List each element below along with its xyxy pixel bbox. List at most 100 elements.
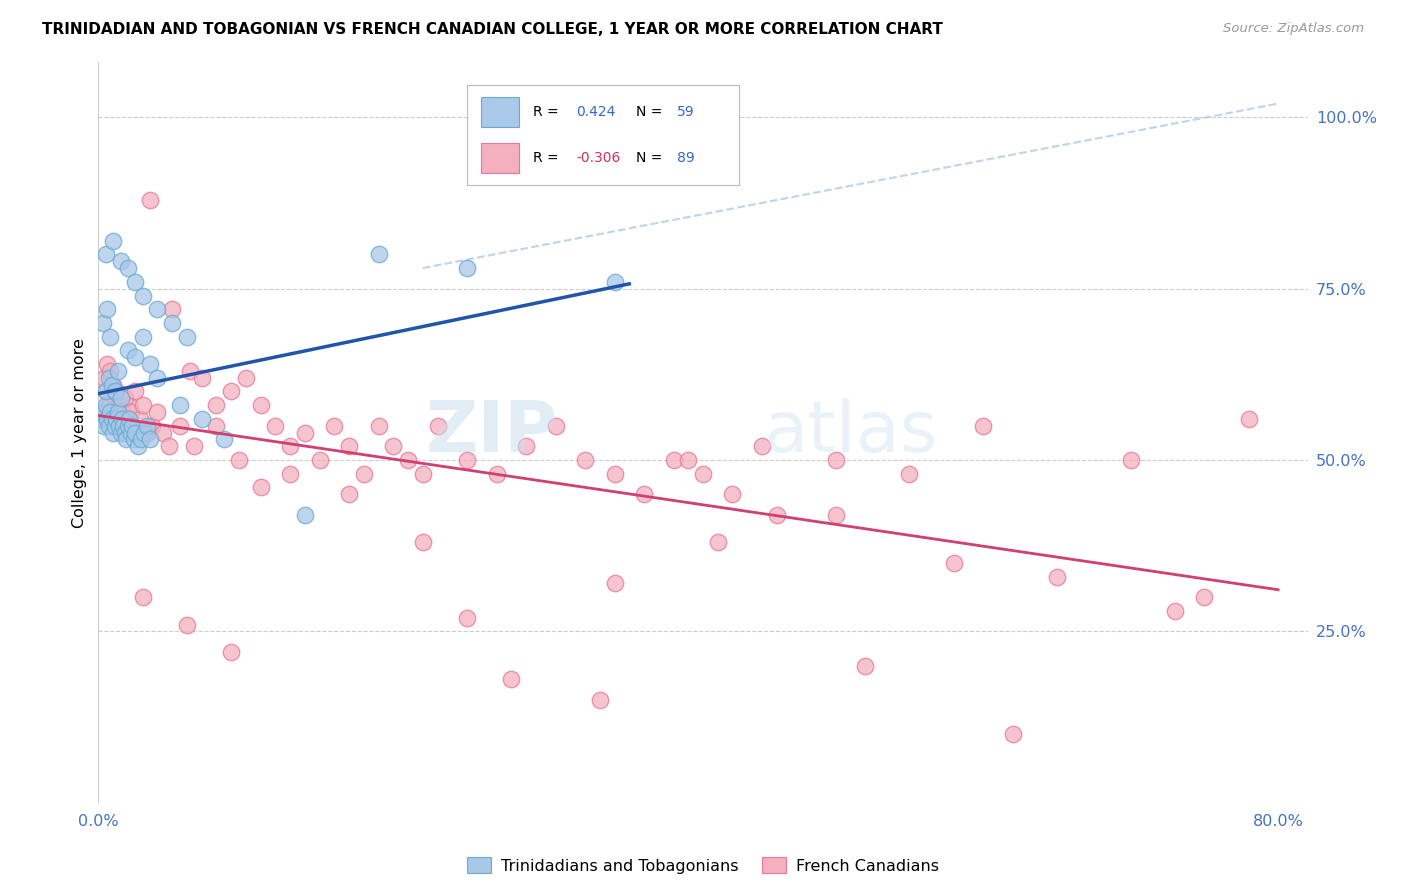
Point bbox=[97, 418, 120, 433]
Point bbox=[396, 453, 419, 467]
Point bbox=[574, 453, 596, 467]
Point bbox=[278, 439, 301, 453]
Point bbox=[112, 418, 135, 433]
Point bbox=[692, 467, 714, 481]
Point bbox=[228, 453, 250, 467]
Point bbox=[97, 398, 120, 412]
Point bbox=[107, 405, 129, 419]
Point bbox=[367, 247, 389, 261]
Point bbox=[485, 467, 508, 481]
Point bbox=[294, 425, 316, 440]
Point bbox=[131, 398, 153, 412]
Point bbox=[706, 535, 728, 549]
Text: TRINIDADIAN AND TOBAGONIAN VS FRENCH CANADIAN COLLEGE, 1 YEAR OR MORE CORRELATIO: TRINIDADIAN AND TOBAGONIAN VS FRENCH CAN… bbox=[42, 22, 943, 37]
Point bbox=[662, 453, 685, 467]
Point bbox=[205, 398, 228, 412]
Point bbox=[152, 425, 174, 440]
Point bbox=[124, 384, 146, 399]
Text: Source: ZipAtlas.com: Source: ZipAtlas.com bbox=[1223, 22, 1364, 36]
Point bbox=[94, 384, 117, 399]
Point bbox=[111, 412, 134, 426]
Point bbox=[104, 418, 127, 433]
Point bbox=[110, 418, 132, 433]
Point bbox=[1046, 569, 1069, 583]
Point bbox=[721, 487, 744, 501]
Point bbox=[294, 508, 316, 522]
Point bbox=[117, 261, 139, 276]
Point bbox=[139, 357, 162, 371]
Point bbox=[426, 418, 449, 433]
Legend: Trinidadians and Tobagonians, French Canadians: Trinidadians and Tobagonians, French Can… bbox=[461, 851, 945, 880]
Point bbox=[323, 418, 346, 433]
Point bbox=[107, 364, 129, 378]
Point bbox=[117, 418, 139, 433]
Point bbox=[104, 392, 127, 406]
Point bbox=[94, 384, 117, 399]
Point bbox=[219, 384, 242, 399]
Point bbox=[90, 412, 112, 426]
Point bbox=[898, 467, 921, 481]
Point bbox=[1119, 453, 1142, 467]
Point bbox=[278, 467, 301, 481]
Point bbox=[235, 371, 257, 385]
Point bbox=[110, 425, 132, 440]
Point bbox=[124, 425, 146, 440]
Point bbox=[337, 439, 360, 453]
Point bbox=[93, 418, 115, 433]
Point bbox=[101, 234, 124, 248]
Point bbox=[179, 364, 201, 378]
Point bbox=[603, 275, 626, 289]
Point bbox=[136, 418, 159, 433]
Point bbox=[1164, 604, 1187, 618]
Point bbox=[118, 398, 141, 412]
Point bbox=[160, 316, 183, 330]
Point bbox=[121, 418, 143, 433]
Point bbox=[131, 590, 153, 604]
Point bbox=[105, 384, 128, 399]
Point bbox=[603, 576, 626, 591]
Point bbox=[108, 418, 131, 433]
Point bbox=[249, 398, 271, 412]
Point bbox=[169, 418, 191, 433]
Point bbox=[100, 412, 122, 426]
Point bbox=[136, 425, 159, 440]
Point bbox=[308, 453, 330, 467]
Point bbox=[157, 439, 180, 453]
Point bbox=[765, 508, 787, 522]
Point bbox=[456, 453, 478, 467]
Point bbox=[367, 418, 389, 433]
Point bbox=[134, 425, 156, 440]
Point bbox=[190, 371, 212, 385]
Point bbox=[94, 398, 117, 412]
Point bbox=[853, 658, 876, 673]
Point bbox=[589, 693, 612, 707]
Point bbox=[124, 275, 146, 289]
Point bbox=[751, 439, 773, 453]
Point bbox=[117, 343, 139, 358]
Point bbox=[93, 371, 115, 385]
Point bbox=[101, 425, 124, 440]
Point bbox=[91, 405, 114, 419]
Point bbox=[176, 329, 198, 343]
Point bbox=[115, 425, 138, 440]
Point bbox=[114, 392, 136, 406]
Point bbox=[124, 350, 146, 364]
Point bbox=[91, 316, 114, 330]
Point bbox=[183, 439, 205, 453]
Point bbox=[160, 302, 183, 317]
Point bbox=[456, 261, 478, 276]
Point bbox=[139, 433, 162, 447]
Text: atlas: atlas bbox=[763, 398, 938, 467]
Point bbox=[98, 405, 121, 419]
Point bbox=[264, 418, 287, 433]
Point bbox=[101, 377, 124, 392]
Point bbox=[141, 418, 163, 433]
Point bbox=[122, 433, 145, 447]
Point bbox=[249, 480, 271, 494]
Point bbox=[100, 377, 122, 392]
Point bbox=[205, 418, 228, 433]
Point bbox=[412, 467, 434, 481]
Point bbox=[633, 487, 655, 501]
Point bbox=[972, 418, 994, 433]
Point bbox=[107, 405, 129, 419]
